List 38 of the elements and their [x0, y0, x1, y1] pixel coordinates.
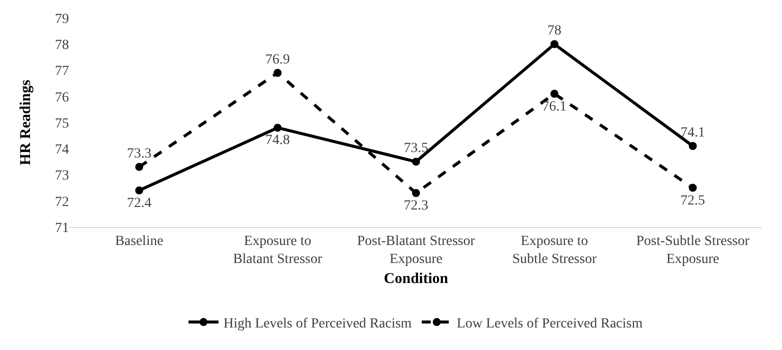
data-label: 72.5: [680, 193, 706, 208]
point: [274, 68, 282, 77]
data-label: 76.9: [265, 52, 290, 68]
point: [688, 142, 697, 150]
point: [550, 90, 558, 98]
y-tick-label: 75: [55, 116, 69, 132]
y-axis-title: HR Readings: [18, 80, 34, 166]
point: [135, 186, 144, 194]
data-label: 72.4: [126, 196, 152, 211]
y-tick-label: 78: [55, 38, 69, 54]
legend-label: High Levels of Perceived Racism: [224, 316, 412, 332]
point: [688, 184, 697, 192]
point: [412, 189, 420, 198]
data-label: 73.3: [126, 146, 152, 162]
x-tick-label: Exposure to Subtle Stressor: [512, 234, 597, 267]
point: [274, 124, 282, 132]
x-tick-label: Post-Subtle Stressor Exposure: [636, 234, 750, 267]
y-tick-label: 77: [55, 64, 69, 80]
x-axis-title: Condition: [384, 271, 449, 287]
x-tick-label: Exposure to Blatant Stressor: [233, 234, 322, 267]
y-tick-label: 76: [55, 90, 69, 106]
y-tick-label: 73: [55, 168, 69, 184]
x-tick-label: Post-Blatant Stressor Exposure: [357, 234, 476, 267]
data-label: 78: [547, 24, 562, 39]
legend-label: Low Levels of Perceived Racism: [456, 316, 643, 332]
y-tick-label: 79: [55, 12, 69, 27]
y-tick-label: 72: [55, 194, 69, 210]
data-label: 74.8: [265, 133, 290, 148]
data-label: 74.1: [680, 126, 706, 141]
y-tick-label: 74: [55, 142, 69, 158]
data-label: 73.5: [404, 141, 428, 156]
data-label: 72.3: [404, 198, 428, 214]
point: [550, 40, 558, 48]
x-tick-label: Baseline: [115, 234, 164, 249]
point: [412, 158, 420, 166]
y-tick-label: 71: [55, 220, 69, 236]
data-label: 76.1: [542, 99, 567, 114]
point: [135, 162, 144, 171]
